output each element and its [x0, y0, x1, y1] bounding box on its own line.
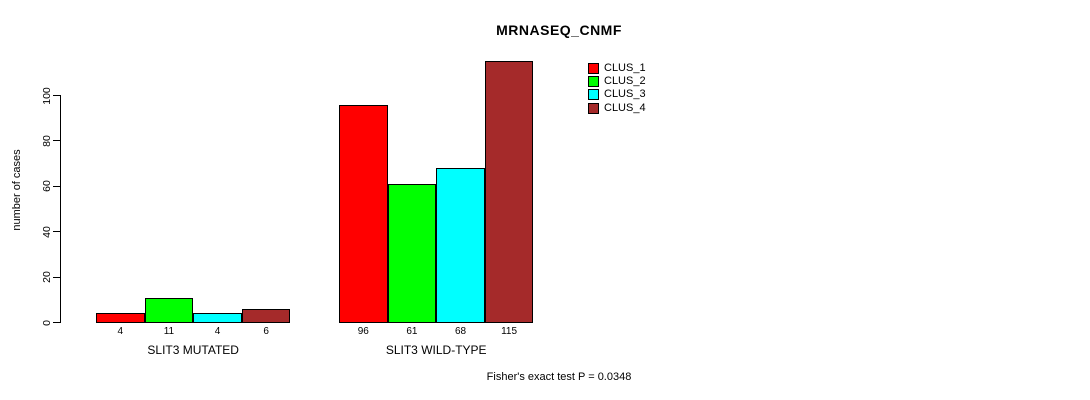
y-axis-tick-label: 60	[41, 180, 53, 193]
legend-label: CLUS_1	[604, 62, 646, 74]
y-axis-tick	[53, 276, 60, 278]
bar-value-label: 115	[501, 326, 518, 337]
y-axis-tick-label: 0	[41, 319, 53, 326]
bar-value-label: 96	[357, 326, 369, 337]
chart-title: MRNASEQ_CNMF	[496, 22, 622, 38]
y-axis-title: number of cases	[11, 149, 23, 231]
bar-value-label: 11	[163, 326, 175, 337]
legend-item-clus_2: CLUS_2	[588, 75, 646, 88]
bar-value-label: 4	[214, 326, 221, 337]
x-group-label-slit3-mutated: SLIT3 MUTATED	[147, 343, 239, 357]
legend-item-clus_1: CLUS_1	[588, 63, 646, 74]
y-axis-tick-label: 40	[41, 225, 53, 238]
bar-clus_4-slit3-mutated	[241, 308, 291, 324]
legend-swatch	[588, 63, 599, 74]
bar-clus_3-slit3-mutated	[193, 313, 242, 324]
bar-clus_2-slit3-mutated	[144, 297, 194, 324]
x-group-label-slit3-wild-type: SLIT3 WILD-TYPE	[385, 343, 487, 357]
bar-clus_3-slit3-wild-type	[436, 168, 485, 324]
bar-value-label: 4	[117, 326, 124, 337]
y-axis-tick	[53, 231, 60, 233]
bar-clus_1-slit3-wild-type	[339, 104, 388, 324]
legend-swatch	[588, 102, 599, 114]
bar-value-label: 61	[406, 326, 418, 337]
bar-clus_2-slit3-wild-type	[387, 184, 437, 324]
y-axis-tick	[53, 95, 60, 96]
y-axis-tick	[53, 322, 60, 323]
y-axis-tick	[53, 140, 60, 142]
bar-value-label: 6	[263, 326, 269, 337]
y-axis-tick-label: 100	[41, 86, 53, 105]
y-axis-tick-label: 20	[41, 271, 53, 283]
legend-item-clus_3: CLUS_3	[588, 88, 646, 101]
bar-clus_4-slit3-wild-type	[484, 61, 534, 324]
legend-label: CLUS_4	[604, 101, 646, 114]
legend: CLUS_1 CLUS_2 CLUS_3 CLUS_4	[588, 63, 646, 116]
fisher-test-annotation: Fisher's exact test P = 0.0348	[486, 371, 632, 383]
y-axis-tick-label: 80	[41, 135, 53, 147]
y-axis-tick	[53, 185, 60, 187]
legend-swatch	[588, 76, 599, 88]
bar-value-label: 68	[454, 326, 467, 337]
legend-swatch	[588, 89, 599, 101]
legend-item-clus_4: CLUS_4	[588, 101, 646, 114]
y-axis-line	[60, 95, 61, 323]
legend-label: CLUS_2	[604, 75, 646, 88]
bar-clus_1-slit3-mutated	[96, 313, 145, 324]
legend-label: CLUS_3	[604, 88, 646, 101]
